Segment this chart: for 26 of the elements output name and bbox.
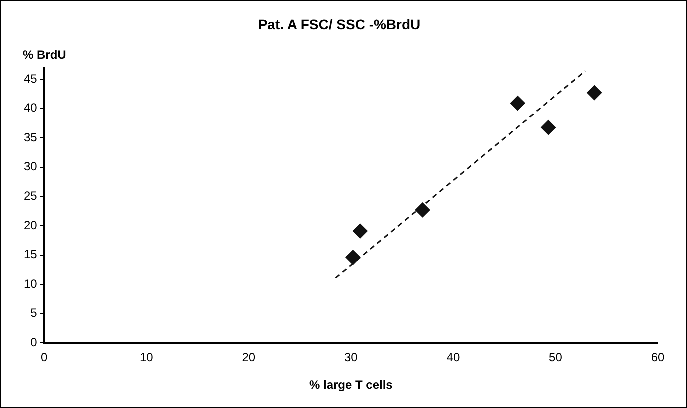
point <box>415 202 430 218</box>
y-tick-label: 40 <box>24 101 38 116</box>
y-axis-title: % BrdU <box>23 48 66 62</box>
x-tick-label: 50 <box>549 350 563 365</box>
y-tick-label: 10 <box>24 276 38 291</box>
y-tick-label: 20 <box>24 218 38 232</box>
point <box>510 96 526 112</box>
x-tick-label: 20 <box>242 350 256 365</box>
y-tick-label: 15 <box>24 248 38 262</box>
y-tick-label: 5 <box>30 306 38 320</box>
chart-title: Pat. A FSC/ SSC -%BrdU <box>258 16 421 32</box>
x-tick-label: 60 <box>651 350 665 365</box>
x-tick-label: 10 <box>140 350 154 365</box>
y-tick-label: 25 <box>24 189 38 204</box>
point <box>352 224 368 239</box>
point <box>346 250 361 266</box>
x-tick-label: 40 <box>446 350 460 365</box>
y-tick-label: 0 <box>30 336 38 350</box>
x-tick-label: 0 <box>41 350 48 365</box>
point <box>587 85 602 100</box>
point <box>541 120 556 136</box>
y-tick-label: 35 <box>24 130 38 144</box>
y-tick-label: 30 <box>24 160 38 174</box>
y-tick-label: 45 <box>24 72 38 86</box>
x-axis-title: % large T cells <box>309 378 394 392</box>
x-tick-label: 30 <box>344 350 358 365</box>
